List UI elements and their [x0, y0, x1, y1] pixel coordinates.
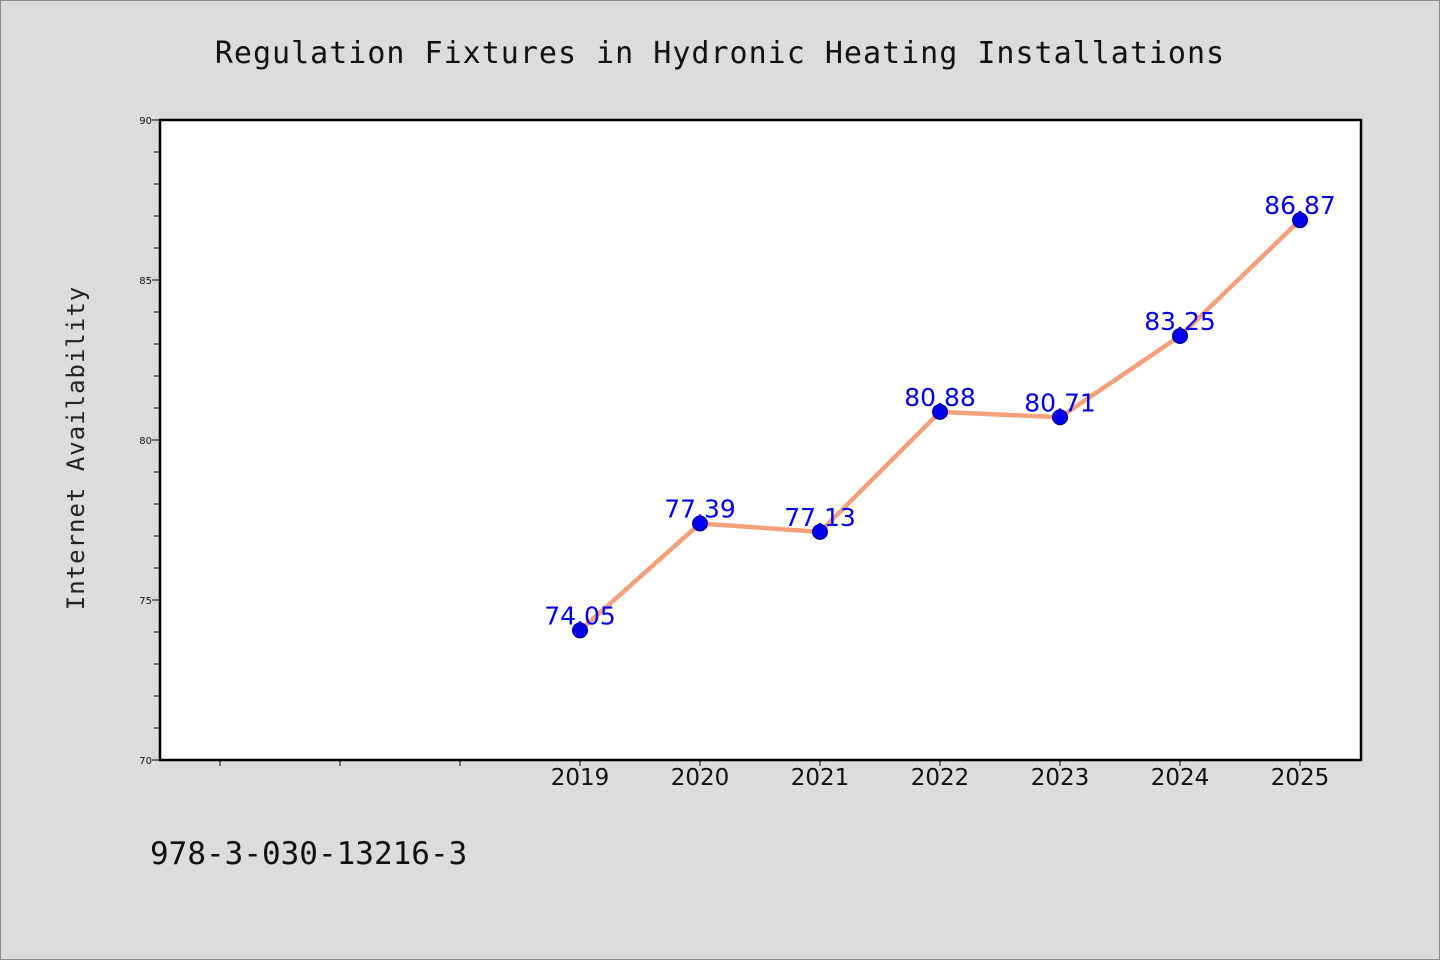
data-label: 80.88 [904, 383, 976, 412]
x-tick-label: 2022 [911, 765, 970, 791]
y-tick-label: 85 [139, 276, 152, 287]
y-tick-label: 75 [139, 596, 152, 607]
y-axis-label: Internet Availability [62, 286, 90, 610]
data-label: 74.05 [544, 601, 616, 630]
data-point [572, 622, 588, 639]
data-point [812, 523, 828, 540]
data-label: 77.13 [784, 503, 856, 532]
data-label: 80.71 [1024, 388, 1096, 417]
y-tick-label: 90 [139, 116, 152, 127]
data-markers [572, 212, 1308, 639]
x-tick-label: 2019 [551, 765, 610, 791]
isbn-footer: 978-3-030-13216-3 [150, 836, 467, 872]
data-labels: 74.05 77.39 77.13 80.88 80.71 83.25 86.87 [544, 191, 1336, 630]
data-label: 86.87 [1264, 191, 1336, 220]
data-point [1172, 328, 1188, 344]
chart-title: Regulation Fixtures in Hydronic Heating … [215, 36, 1225, 71]
data-point [1052, 409, 1068, 426]
y-tick-label: 80 [139, 436, 152, 447]
x-axis: 2019 2020 2021 2022 2023 2024 2025 [219, 760, 1330, 791]
plot-area [158, 118, 1363, 762]
x-tick-label: 2020 [671, 765, 730, 791]
data-label: 83.25 [1144, 307, 1216, 336]
data-point [932, 403, 948, 420]
x-tick-label: 2023 [1031, 765, 1090, 791]
x-tick-label: 2025 [1271, 765, 1330, 791]
x-tick-label: 2024 [1151, 765, 1210, 791]
x-tick-label: 2021 [791, 765, 850, 791]
data-point [692, 515, 708, 532]
y-axis: 70 75 80 85 90 [139, 116, 160, 767]
data-label: 77.39 [664, 495, 736, 524]
y-tick-label: 70 [139, 756, 152, 767]
data-point [1292, 212, 1308, 229]
